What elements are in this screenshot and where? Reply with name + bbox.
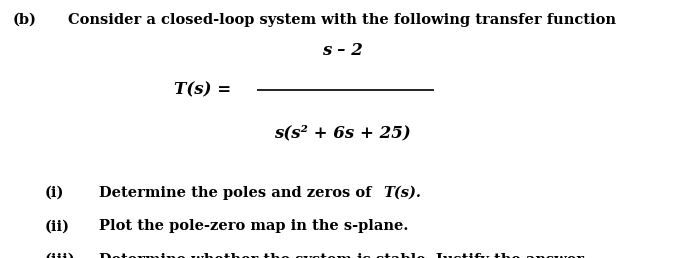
Text: (iii): (iii) bbox=[44, 253, 75, 258]
Text: (b): (b) bbox=[12, 13, 36, 27]
Text: Consider a closed-loop system with the following transfer function: Consider a closed-loop system with the f… bbox=[68, 13, 616, 27]
Text: T(s) =: T(s) = bbox=[174, 82, 232, 99]
Text: (i): (i) bbox=[44, 186, 64, 200]
Text: T(s).: T(s). bbox=[383, 186, 421, 200]
Text: s(s² + 6s + 25): s(s² + 6s + 25) bbox=[274, 124, 410, 141]
Text: Determine the poles and zeros of: Determine the poles and zeros of bbox=[99, 186, 377, 200]
Text: (ii): (ii) bbox=[44, 219, 70, 233]
Text: s – 2: s – 2 bbox=[321, 42, 363, 59]
Text: Determine whether the system is stable. Justify the answer.: Determine whether the system is stable. … bbox=[99, 253, 588, 258]
Text: Plot the pole-zero map in the s-plane.: Plot the pole-zero map in the s-plane. bbox=[99, 219, 408, 233]
